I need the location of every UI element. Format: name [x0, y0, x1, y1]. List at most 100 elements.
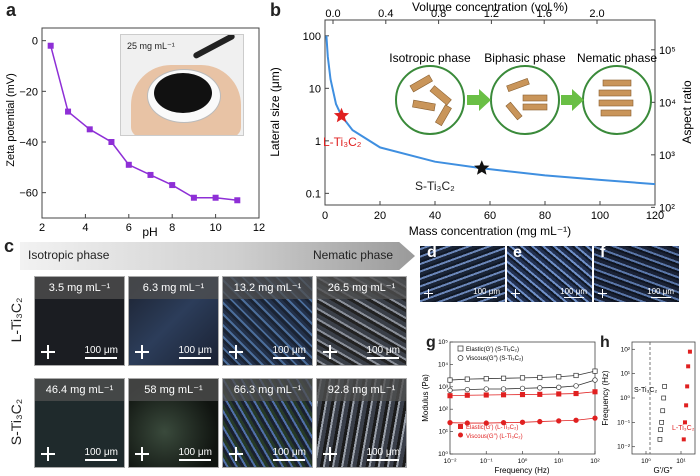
- micrograph-d: 100 μm: [420, 246, 505, 302]
- modulus-point: [573, 390, 579, 397]
- x-tick-label: 4: [82, 222, 88, 234]
- dispersion-photo: 25 mg mL⁻¹: [120, 34, 244, 136]
- photo-label: 25 mg mL⁻¹: [127, 41, 175, 51]
- y-tick-label: 10²: [439, 406, 449, 413]
- h-xlabel: G′/G″: [654, 466, 673, 475]
- polarizer-cross-icon: [41, 447, 55, 461]
- zeta-point: [169, 182, 176, 189]
- modulus-point: [519, 385, 526, 392]
- zeta-point: [147, 171, 154, 178]
- banner-right-label: Nematic phase: [312, 248, 393, 262]
- y-tick-label: 10³: [439, 384, 449, 391]
- zeta-potential-chart: 2 4 6 8 10 12 0 −20 −40 −60 pH Zeta potential (mV…: [5, 27, 265, 239]
- y-tick-label: 10¹: [621, 371, 631, 378]
- scale-bar: 100 μm: [84, 345, 118, 359]
- modulus-point: [537, 385, 543, 391]
- zeta-point: [86, 126, 93, 133]
- banner-left-label: Isotropic phase: [28, 248, 110, 262]
- y-tick-label: 10¹: [439, 429, 449, 436]
- phase-illustration: [395, 65, 652, 135]
- b-ylabel-left: Lateral size (μm): [268, 67, 282, 157]
- modulus-point: [483, 376, 489, 382]
- zeta-ylabel: Zeta potential (mV): [5, 73, 17, 167]
- micrograph-L-3: 13.2 mg mL⁻¹ 100 μm: [222, 276, 313, 366]
- nematic-phase-label: Nematic phase: [577, 51, 657, 65]
- scale-bar: 100 μm: [178, 447, 212, 461]
- conc-label: 66.3 mg mL⁻¹: [223, 379, 312, 401]
- modulus-point: [537, 374, 543, 381]
- row-S-label: S-Ti₃C₂: [8, 398, 24, 446]
- conc-label: 6.3 mg mL⁻¹: [129, 277, 218, 299]
- y-tick-label: −60: [19, 188, 38, 200]
- modulus-point: [483, 392, 489, 398]
- micrograph-L-1: 3.5 mg mL⁻¹ 100 μm: [34, 276, 125, 366]
- x-tick-label: 10: [209, 222, 221, 234]
- modulus-point: [573, 372, 579, 379]
- ratio-point-L: [687, 349, 692, 354]
- zeta-point: [125, 161, 132, 168]
- modulus-point: [537, 391, 543, 397]
- zeta-line: [49, 45, 238, 202]
- conc-label: 46.4 mg mL⁻¹: [35, 379, 124, 401]
- micrograph-S-4: 92.8 mg mL⁻¹ 100 μm: [316, 378, 407, 468]
- panel-label-f: f: [600, 244, 606, 261]
- panel-label-g: g: [426, 334, 436, 351]
- x-tick-label: 6: [126, 222, 132, 234]
- modulus-point: [573, 417, 579, 423]
- ratio-point-L: [681, 437, 686, 442]
- micrograph-f: 100 μm: [594, 246, 679, 302]
- legend-elastic-L: Elastic(G′) (L-Ti₃C₂): [466, 425, 518, 431]
- modulus-point: [500, 420, 507, 426]
- conc-label: 58 mg mL⁻¹: [129, 379, 218, 401]
- x-tick-label: 10¹: [676, 458, 686, 465]
- y-tick-label: −20: [19, 86, 38, 98]
- y-tick-label: 10⁻²: [617, 444, 631, 451]
- arrow-icon: [467, 89, 491, 111]
- star-L-icon: [333, 107, 350, 123]
- panel-label-c: c: [4, 236, 15, 256]
- ratio-point-S: [660, 408, 666, 414]
- modulus-point: [519, 375, 526, 381]
- y-tick-label: 0.1: [306, 188, 321, 200]
- lateral-size-curve: [325, 35, 656, 186]
- arrow-icon: [561, 89, 584, 111]
- x-tick-label: 60: [484, 210, 496, 222]
- y-tick-label: 10⁵: [438, 339, 448, 346]
- top-tick-label: 1.6: [537, 8, 552, 20]
- modulus-point: [464, 392, 470, 398]
- x-tick-label: 10⁻¹: [480, 458, 494, 465]
- micrograph-e: 100 μm: [507, 246, 592, 302]
- x-tick-label: 20: [374, 210, 386, 222]
- x-tick-label: 40: [429, 210, 441, 222]
- g-legend: Elastic(G′) (S-Ti₃C₂) Viscous(G″) (S-Ti₃…: [457, 345, 523, 440]
- modulus-point: [464, 386, 470, 393]
- micrograph-L-4: 26.5 mg mL⁻¹ 100 μm: [316, 276, 407, 366]
- scale-bar: 100 μm: [272, 447, 306, 461]
- g-ylabel: Modulus (Pa): [421, 374, 430, 422]
- polarizer-cross-icon: [323, 345, 337, 359]
- top-tick-label: 0.4: [378, 8, 393, 20]
- top-tick-label: 0.0: [325, 8, 340, 20]
- panel-label-e: e: [513, 244, 522, 261]
- legend-viscous-S: Viscous(G″) (S-Ti₃C₂): [466, 356, 523, 362]
- modulus-point: [556, 374, 562, 380]
- y-tick-label: 10⁻¹: [617, 419, 631, 426]
- modulus-point: [500, 392, 507, 398]
- modulus-point: [447, 387, 453, 393]
- modulus-point: [447, 420, 453, 426]
- top-tick-label: 1.2: [484, 8, 499, 20]
- x-tick-label: 2: [39, 222, 45, 234]
- polarizer-cross-icon: [41, 345, 55, 359]
- zeta-point: [234, 197, 241, 204]
- conc-label: 92.8 mg mL⁻¹: [317, 379, 406, 401]
- scale-bar: 100 μm: [473, 287, 500, 298]
- x-tick-label: 10²: [590, 458, 600, 465]
- ratio-point-S: [661, 395, 667, 401]
- b-ylabel-right: Aspect ratio: [680, 80, 694, 144]
- modulus-point: [483, 420, 489, 426]
- h-ylabel: Frequency (Hz): [601, 370, 610, 425]
- zeta-point: [212, 194, 219, 201]
- polarizer-cross-icon: [229, 345, 243, 359]
